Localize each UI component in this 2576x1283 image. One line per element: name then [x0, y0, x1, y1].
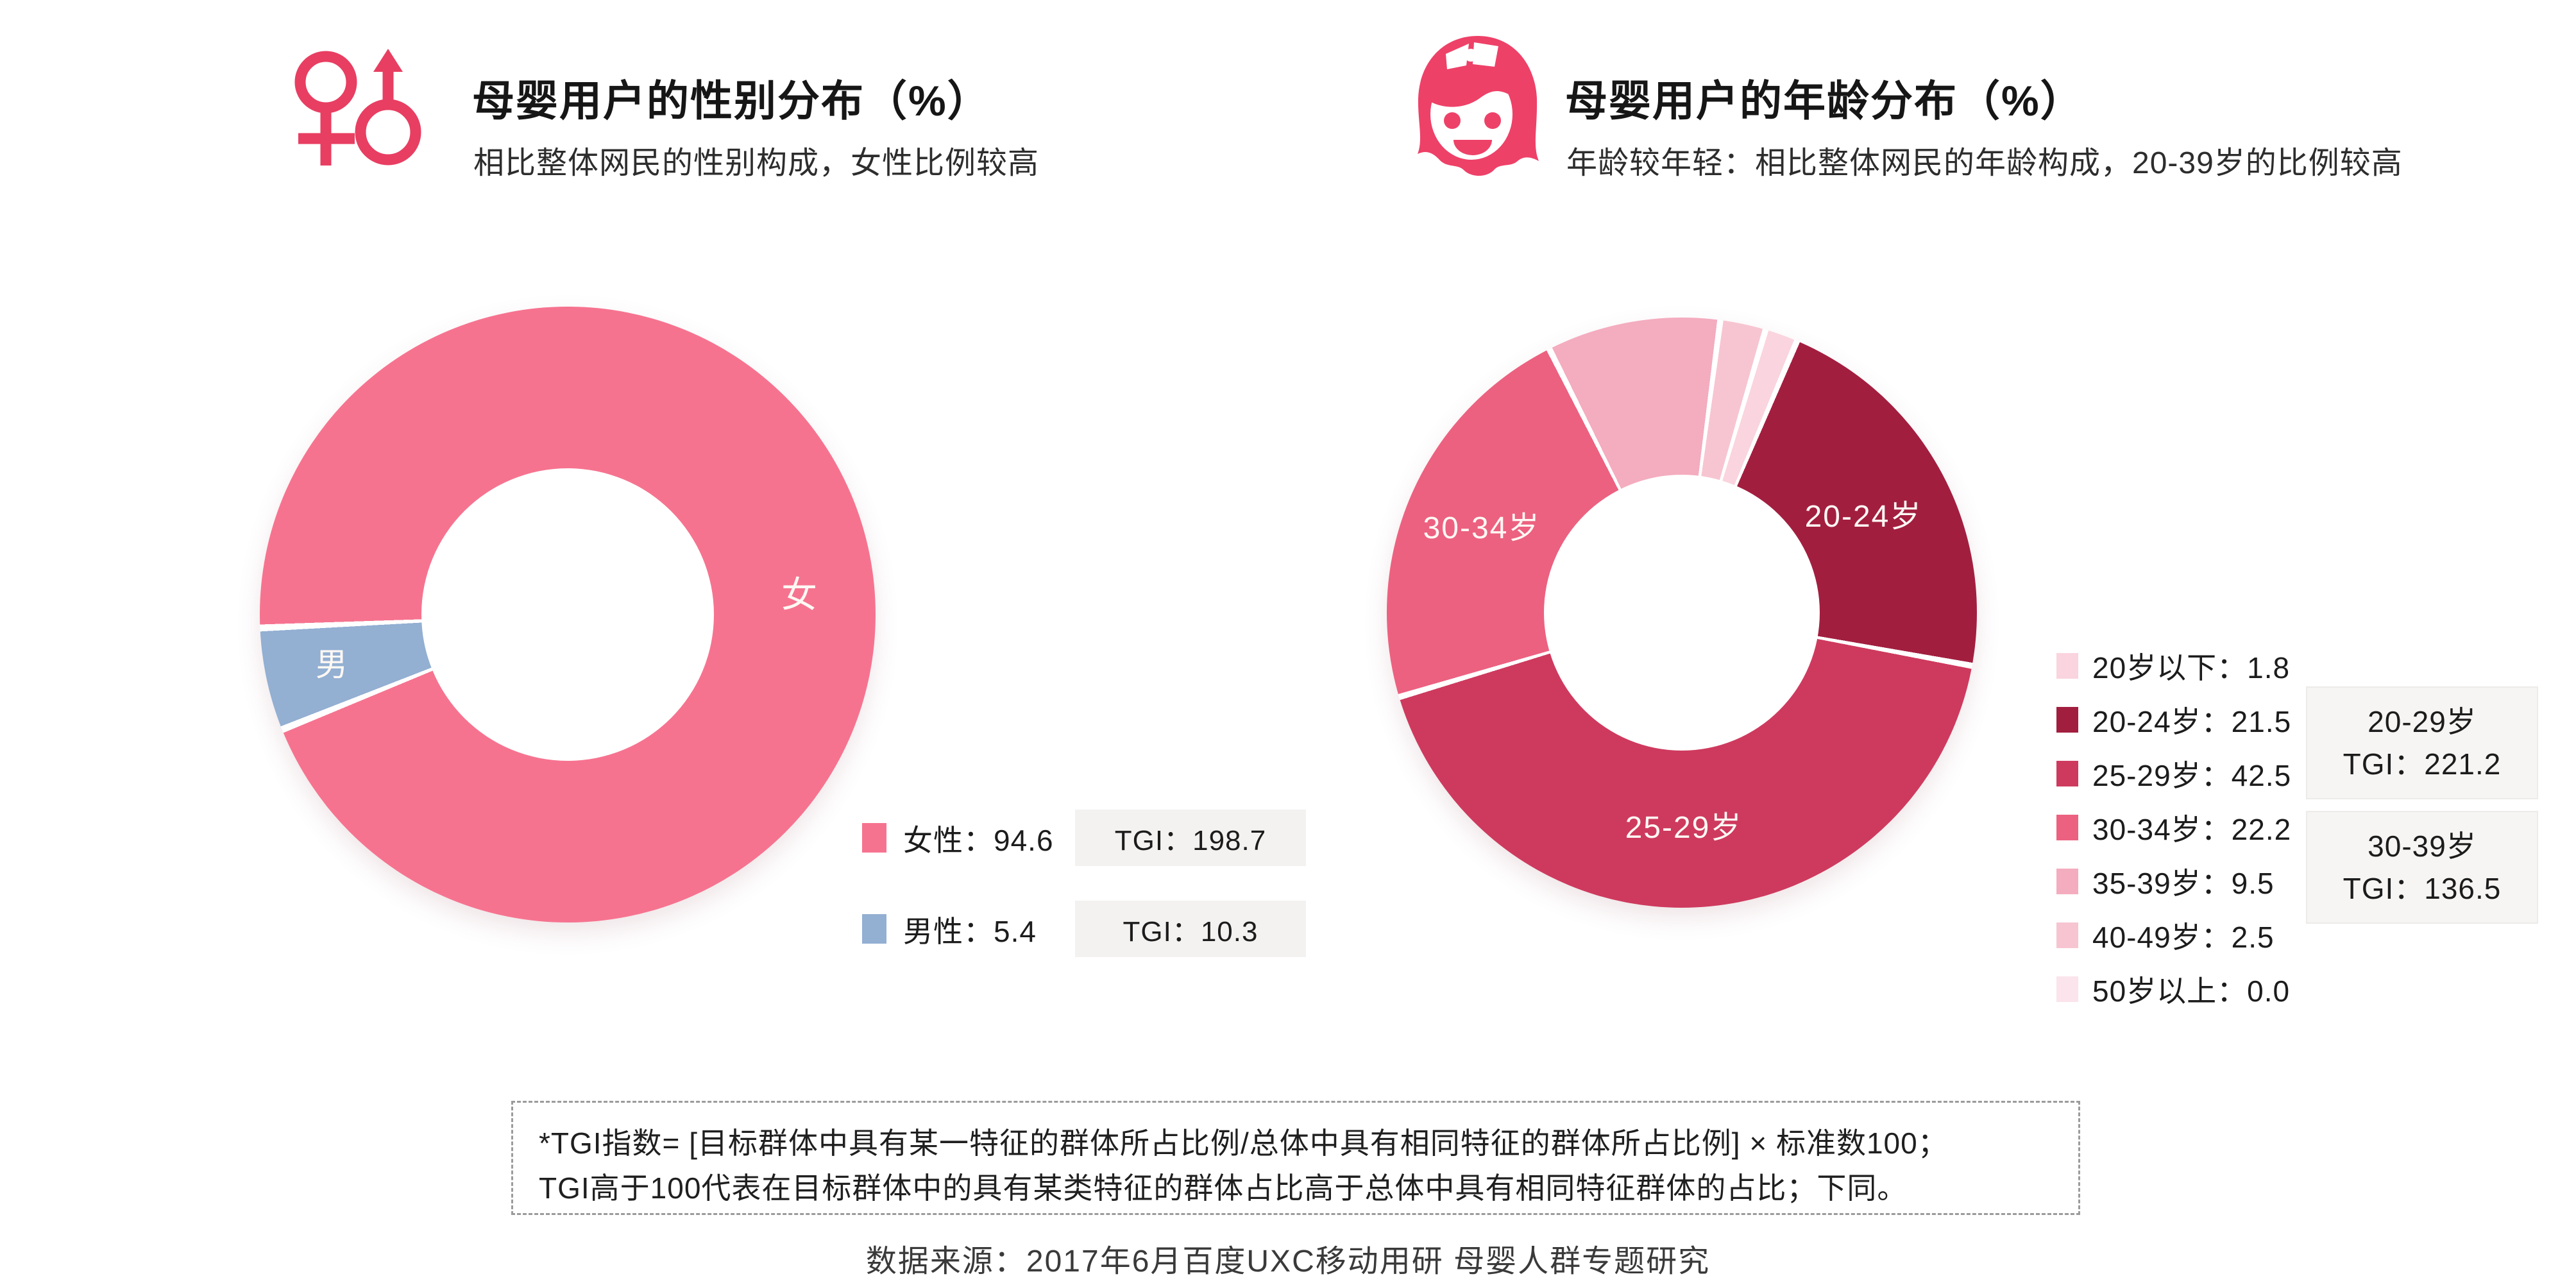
- male-arrowhead: [373, 49, 403, 72]
- girl-face-icon: [1418, 36, 1539, 176]
- legend-swatch-20-24: [2056, 707, 2078, 733]
- girl-left-eye: [1444, 112, 1461, 129]
- gender-donut-chart: [260, 307, 876, 922]
- slice-label-30-34: 30-34岁: [1423, 511, 1541, 545]
- male-tgi-chip: TGI：10.3: [1075, 901, 1306, 957]
- legend-swatch-over50: [2056, 976, 2078, 1002]
- footnote-line-2: TGI高于100代表在目标群体中的具有某类特征的群体占比高于总体中具有相同特征群…: [539, 1171, 1908, 1205]
- legend-label-female: 女性：94.6: [903, 824, 1054, 857]
- girl-hair-bow: [1446, 42, 1498, 69]
- gender-chart-title: 母婴用户的性别分布（%）: [472, 77, 991, 124]
- age-chart-title: 母婴用户的年龄分布（%）: [1565, 77, 2084, 124]
- data-source: 数据来源：2017年6月百度UXC移动用研 母婴人群专题研究: [865, 1245, 1711, 1279]
- legend-swatch-female: [862, 823, 886, 853]
- tgi-definition-footnote: *TGI指数= [目标群体中具有某一特征的群体所占比例/总体中具有相同特征的群体…: [511, 1101, 2080, 1215]
- gender-symbols-icon: [294, 49, 421, 166]
- legend-label-40-49: 40-49岁：2.5: [2092, 921, 2275, 954]
- tgi-box-20-29-range: 20-29岁: [2368, 705, 2477, 738]
- gender-icon-strokes: [294, 51, 421, 166]
- tgi-box-30-39-range: 30-39岁: [2368, 829, 2477, 863]
- legend-swatch-30-34: [2056, 815, 2078, 840]
- tgi-box-20-29-value: TGI：221.2: [2343, 747, 2502, 781]
- slice-label-20-24: 20-24岁: [1804, 500, 1922, 534]
- legend-swatch-male: [862, 914, 886, 944]
- legend-label-25-29: 25-29岁：42.5: [2092, 759, 2292, 792]
- girl-mouth: [1453, 140, 1492, 155]
- legend-swatch-35-39: [2056, 869, 2078, 894]
- female-slice-label: 女: [781, 574, 818, 615]
- tgi-box-30-39: 30-39岁 TGI：136.5: [2306, 811, 2538, 924]
- age-donut-chart: [1387, 318, 1977, 908]
- tgi-box-30-39-value: TGI：136.5: [2343, 872, 2502, 905]
- age-chart-subtitle: 年龄较年轻：相比整体网民的年龄构成，20-39岁的比例较高: [1566, 146, 2403, 180]
- legend-swatch-40-49: [2056, 922, 2078, 948]
- legend-label-male: 男性：5.4: [903, 915, 1037, 948]
- tgi-box-20-29: 20-29岁 TGI：221.2: [2306, 686, 2538, 799]
- slice-label-25-29: 25-29岁: [1625, 811, 1743, 845]
- legend-label-30-34: 30-34岁：22.2: [2092, 813, 2292, 846]
- legend-swatch-under20: [2056, 653, 2078, 679]
- female-tgi-chip: TGI：198.7: [1075, 810, 1306, 866]
- legend-swatch-25-29: [2056, 761, 2078, 786]
- legend-label-under20: 20岁以下：1.8: [2092, 651, 2291, 684]
- gender-chart-subtitle: 相比整体网民的性别构成，女性比例较高: [473, 146, 1040, 180]
- legend-label-20-24: 20-24岁：21.5: [2092, 705, 2292, 738]
- girl-fringe: [1430, 63, 1512, 107]
- girl-right-eye: [1484, 112, 1501, 129]
- age-donut-hole: [1544, 475, 1820, 751]
- legend-label-over50: 50岁以上：0.0: [2092, 974, 2291, 1008]
- legend-label-35-39: 35-39岁：9.5: [2092, 867, 2275, 900]
- footnote-line-1: *TGI指数= [目标群体中具有某一特征的群体所占比例/总体中具有相同特征的群体…: [539, 1126, 1948, 1160]
- male-slice-label: 男: [316, 647, 349, 683]
- gender-donut-hole: [421, 468, 714, 761]
